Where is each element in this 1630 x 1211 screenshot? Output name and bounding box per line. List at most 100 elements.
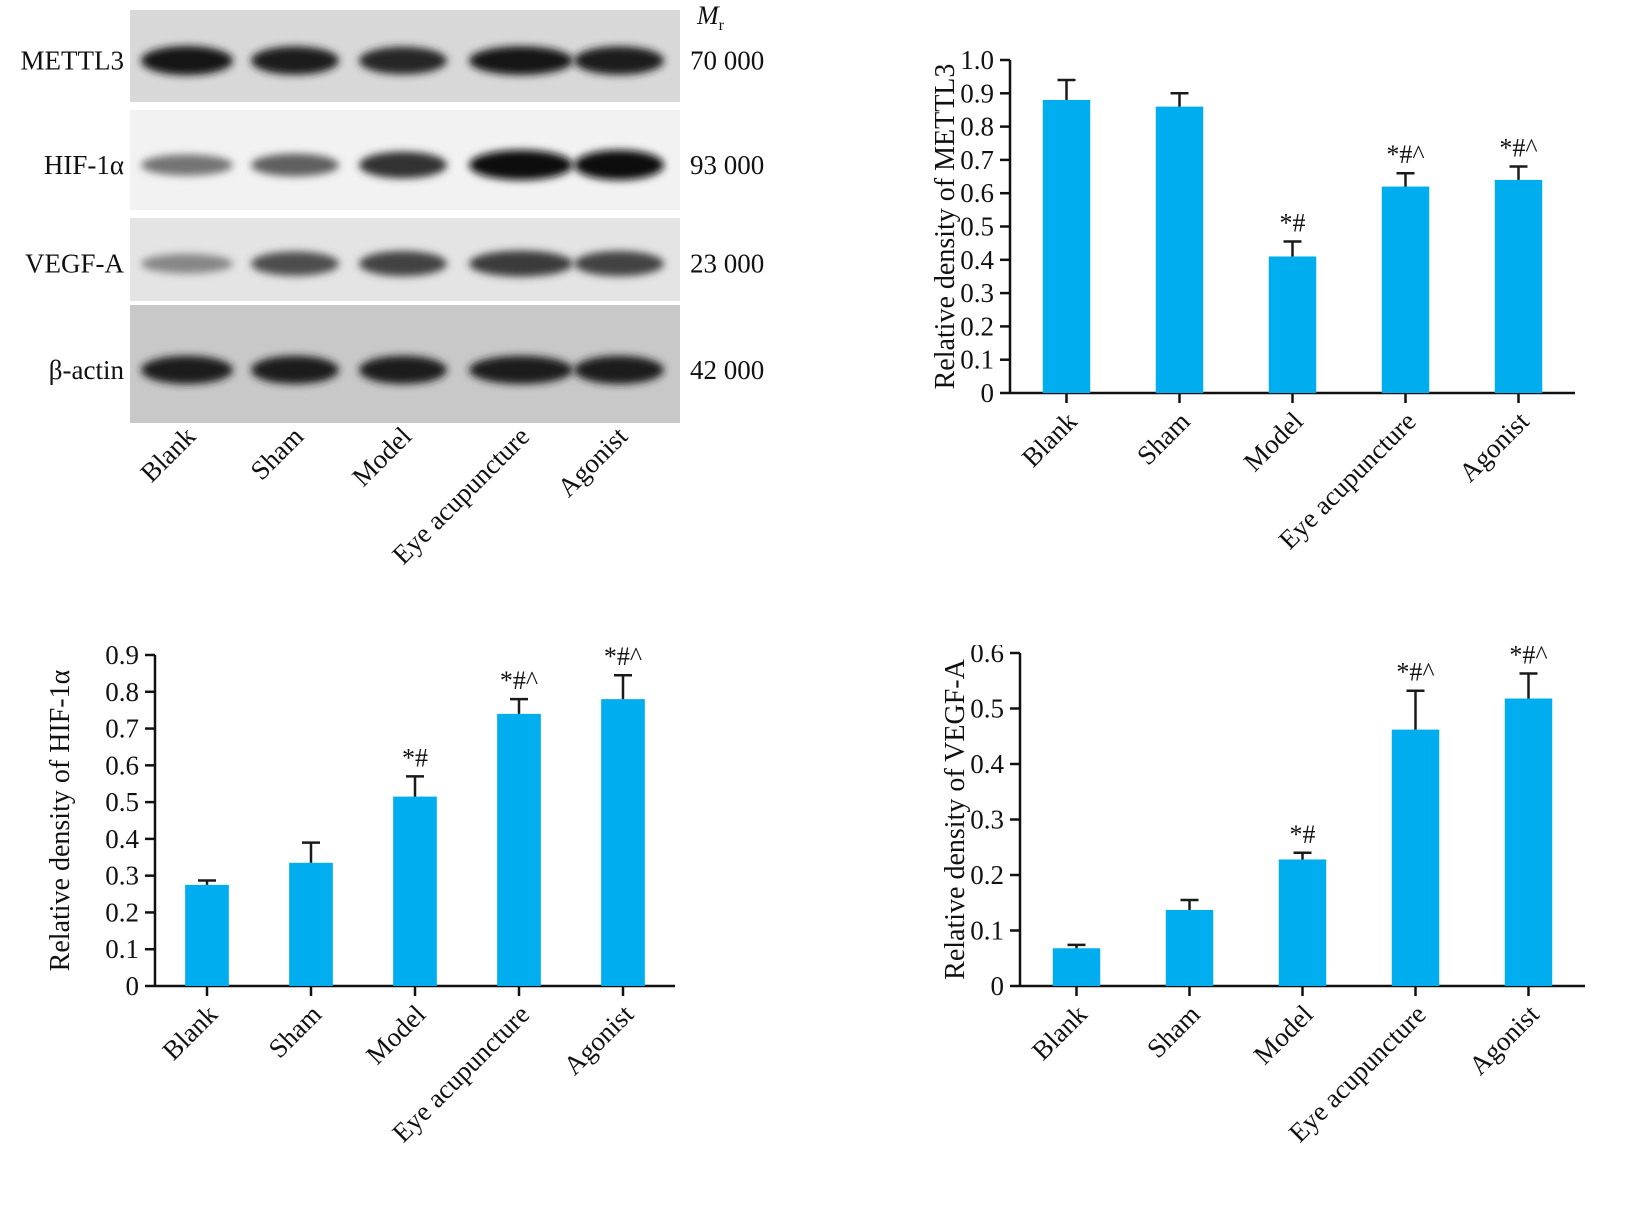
y-axis-label: Relative density of METTL3: [930, 64, 961, 390]
protein-label: HIF-1α: [44, 150, 124, 180]
bar: [1155, 106, 1204, 394]
significance-label: *#^: [1499, 134, 1537, 163]
blot-band: [359, 251, 447, 277]
protein-label: VEGF-A: [25, 249, 124, 279]
chart-hif-1a: 0 0.1 0.2 0.3 0.4 0.5 0.6 0.7 0.8 0.9 Relative den…: [45, 645, 675, 1148]
y-tick-label: 0.6: [105, 750, 139, 780]
significance-label: *#^: [604, 645, 642, 671]
bar: [601, 699, 645, 986]
y-tick-label: 0.7: [105, 714, 139, 744]
y-tick-label: 0.8: [105, 677, 139, 707]
bar: [1494, 179, 1543, 393]
blot-row: METTL3 70 000: [21, 10, 764, 102]
bar: [1052, 948, 1101, 986]
significance-label: *#: [1290, 820, 1316, 849]
bar: [1268, 256, 1317, 393]
y-tick-label: 0.4: [105, 824, 139, 854]
significance-label: *#^: [1396, 658, 1434, 687]
blot-band: [359, 355, 447, 385]
y-axis-label: Relative density of HIF-1α: [45, 669, 76, 971]
blot-band: [251, 251, 339, 276]
blot-band: [141, 154, 233, 176]
y-tick-label: 0.9: [960, 78, 994, 108]
x-tick-label: Blank: [156, 999, 223, 1066]
lane-label: Model: [346, 421, 417, 492]
significance-label: *#^: [1386, 140, 1424, 169]
blot-band: [469, 250, 573, 277]
x-tick-label: Agonist: [558, 999, 640, 1081]
blot-band: [251, 153, 339, 177]
x-tick-label: Blank: [1016, 406, 1083, 473]
blot-band: [469, 355, 573, 385]
blot-row: β-actin 42 000: [49, 305, 764, 423]
y-tick-label: 0: [126, 971, 140, 1001]
x-tick-label: Agonist: [1463, 999, 1545, 1081]
x-tick-label: Agonist: [1453, 406, 1535, 488]
y-tick-label: 0.3: [970, 805, 1004, 835]
lane-label: Agonist: [552, 421, 634, 503]
blot-band: [141, 46, 233, 76]
protein-label: METTL3: [21, 46, 124, 76]
y-tick-label: 0.9: [105, 645, 139, 670]
blot-band: [469, 46, 573, 75]
significance-label: *#: [1280, 208, 1306, 237]
y-tick-label: 0.1: [960, 345, 994, 375]
x-tick-label: Sham: [1141, 999, 1206, 1064]
blot-row: VEGF-A 23 000: [25, 218, 764, 301]
y-axis-label: Relative density of VEGF-A: [940, 658, 971, 979]
significance-label: *#^: [1509, 645, 1547, 670]
bar: [1391, 729, 1440, 986]
y-tick-label: 0.7: [960, 145, 994, 175]
y-tick-label: 0: [991, 971, 1005, 1001]
bar: [497, 713, 541, 986]
bar: [393, 796, 437, 986]
blot-band: [141, 355, 233, 385]
blot-band: [251, 355, 339, 385]
lane-label: Sham: [245, 421, 310, 486]
y-tick-label: 0.2: [105, 897, 139, 927]
y-tick-label: 0: [981, 378, 995, 408]
y-tick-label: 0.3: [105, 861, 139, 891]
significance-label: *#^: [500, 666, 538, 695]
bar: [185, 884, 229, 986]
y-tick-label: 0.1: [105, 934, 139, 964]
y-tick-label: 0.4: [970, 749, 1004, 779]
bar: [1504, 698, 1553, 986]
y-tick-label: 0.3: [960, 278, 994, 308]
y-tick-label: 0.5: [960, 212, 994, 242]
y-tick-label: 0.5: [970, 694, 1004, 724]
molecular-weight-label: 70 000: [690, 46, 764, 76]
x-tick-label: Blank: [1026, 999, 1093, 1066]
y-tick-label: 0.6: [960, 178, 994, 208]
x-tick-label: Model: [1248, 999, 1319, 1070]
blot-band: [574, 150, 664, 180]
y-tick-label: 0.4: [960, 245, 994, 275]
bar: [1381, 186, 1430, 393]
western-blot-panel: Mr METTL3 70 000 HIF-1α 93 000 VEGF-A 23 000 β…: [21, 1, 765, 570]
y-tick-label: 0.8: [960, 112, 994, 142]
molecular-weight-label: 42 000: [690, 355, 764, 385]
bar: [289, 862, 333, 986]
bar: [1278, 859, 1327, 986]
bar: [1165, 909, 1214, 986]
blot-rows: METTL3 70 000 HIF-1α 93 000 VEGF-A 23 000 β-ac…: [21, 10, 764, 423]
lane-label: Blank: [134, 421, 201, 488]
y-tick-label: 0.6: [970, 645, 1004, 668]
bar: [1042, 99, 1091, 394]
significance-label: *#: [402, 743, 428, 772]
y-tick-label: 0.5: [105, 787, 139, 817]
mr-label: Mr: [696, 1, 725, 34]
blot-band: [469, 150, 573, 180]
molecular-weight-label: 23 000: [690, 249, 764, 279]
y-tick-label: 0.1: [970, 916, 1004, 946]
blot-row: HIF-1α 93 000: [44, 110, 764, 210]
blot-band: [141, 253, 233, 274]
blot-band: [359, 151, 447, 179]
blot-band: [574, 355, 664, 385]
x-tick-label: Model: [1238, 406, 1309, 477]
chart-mettl3: 00.1 0.20.30.40.5 0.60.70.8 0.91.0Relative …: [930, 45, 1575, 555]
y-tick-label: 0.2: [960, 311, 994, 341]
blot-band: [251, 46, 339, 75]
